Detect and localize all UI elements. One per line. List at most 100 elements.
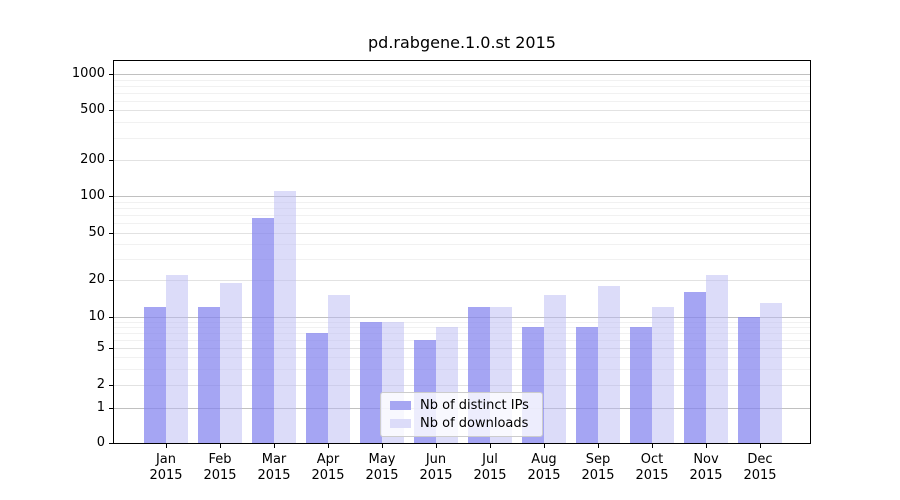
gridline-minor (114, 357, 810, 358)
bar-distinct-ips-nov (684, 291, 706, 443)
x-tick-month: Dec (747, 452, 773, 467)
x-tick-year: 2015 (635, 468, 669, 483)
x-tick-year: 2015 (419, 468, 453, 483)
x-tick-label-dec: Dec 2015 (733, 452, 787, 484)
gridline-sub (114, 110, 810, 111)
gridline-sub (114, 348, 810, 349)
legend-swatch-distinct-ips-icon (390, 400, 411, 410)
bar-downloads-apr (328, 295, 350, 443)
gridline-minor (114, 333, 810, 334)
x-tick-year: 2015 (257, 468, 291, 483)
bar-distinct-ips-mar (252, 218, 274, 443)
x-tick-label-apr: Apr 2015 (301, 452, 355, 484)
y-tick-label: 10 (88, 309, 105, 324)
x-tick-label-jul: Jul 2015 (463, 452, 517, 484)
x-tick-month: Mar (261, 452, 287, 467)
gridline-minor (114, 92, 810, 94)
y-tick-label: 1000 (71, 66, 105, 81)
x-tick-label-may: May 2015 (355, 452, 409, 484)
gridline-major (114, 317, 810, 318)
x-tick-month: May (368, 452, 396, 467)
gridline-sub (114, 160, 810, 161)
bar-distinct-ips-jan (144, 307, 166, 443)
y-tick-label: 20 (88, 272, 105, 287)
x-tick-mark (274, 444, 275, 448)
bar-downloads-sep (598, 285, 620, 443)
y-tick-label: 5 (96, 340, 105, 355)
legend-label-distinct-ips: Nb of distinct IPs (420, 397, 529, 413)
y-tick-label: 1 (96, 400, 105, 415)
y-tick-label: 2 (96, 377, 105, 392)
bar-distinct-ips-sep (576, 327, 598, 443)
x-tick-label-aug: Aug 2015 (517, 452, 571, 484)
gridline-minor (114, 201, 810, 203)
x-tick-year: 2015 (527, 468, 561, 483)
bar-downloads-feb (220, 282, 242, 443)
x-tick-month: Jun (425, 452, 447, 467)
x-tick-month: Oct (640, 452, 664, 467)
bar-distinct-ips-may (360, 321, 382, 443)
x-tick-year: 2015 (203, 468, 237, 483)
bar-distinct-ips-apr (306, 333, 328, 443)
gridline-sub (114, 385, 810, 386)
bar-downloads-oct (652, 307, 674, 443)
legend-swatch-downloads-icon (390, 419, 411, 429)
x-tick-month: Apr (316, 452, 340, 467)
gridline-minor (114, 368, 810, 370)
gridline-minor (114, 207, 810, 209)
x-tick-mark (490, 444, 491, 448)
x-tick-month: Nov (693, 452, 719, 467)
x-tick-month: Jan (155, 452, 177, 467)
legend-item-distinct-ips: Nb of distinct IPs (390, 398, 533, 413)
x-tick-label-jun: Jun 2015 (409, 452, 463, 484)
x-tick-mark (166, 444, 167, 448)
y-tick-mark (109, 408, 113, 409)
bar-distinct-ips-feb (198, 307, 220, 443)
gridline-major (114, 74, 810, 75)
gridline-minor (114, 327, 810, 328)
legend-label-downloads: Nb of downloads (420, 416, 529, 432)
y-tick-mark (109, 110, 113, 111)
x-tick-month: Jul (482, 452, 498, 467)
gridline-minor (114, 244, 810, 246)
bar-downloads-mar (274, 191, 296, 443)
gridline-minor (114, 137, 810, 139)
x-tick-year: 2015 (473, 468, 507, 483)
x-tick-month: Aug (531, 452, 557, 467)
y-tick-mark (109, 196, 113, 197)
x-tick-mark (760, 444, 761, 448)
x-tick-mark (220, 444, 221, 448)
y-tick-mark (109, 443, 113, 444)
chart-title: pd.rabgene.1.0.st 2015 (368, 33, 556, 52)
plot-area (113, 60, 811, 444)
y-tick-mark (109, 280, 113, 281)
x-tick-label-nov: Nov 2015 (679, 452, 733, 484)
y-tick-mark (109, 317, 113, 318)
x-tick-mark (328, 444, 329, 448)
gridline-minor (114, 339, 810, 341)
gridline-minor (114, 321, 810, 323)
x-tick-year: 2015 (743, 468, 777, 483)
y-tick-mark (109, 160, 113, 161)
y-tick-mark (109, 233, 113, 234)
x-tick-label-oct: Oct 2015 (625, 452, 679, 484)
x-tick-year: 2015 (365, 468, 399, 483)
bar-distinct-ips-dec (738, 317, 760, 443)
gridline-minor (114, 223, 810, 225)
bar-downloads-aug (544, 295, 566, 443)
x-tick-mark (598, 444, 599, 448)
bar-downloads-jan (166, 275, 188, 443)
x-tick-mark (544, 444, 545, 448)
x-tick-mark (436, 444, 437, 448)
gridline-minor (114, 122, 810, 124)
gridline-minor (114, 85, 810, 87)
gridline-minor (114, 259, 810, 261)
y-tick-label: 500 (80, 102, 105, 117)
y-tick-label: 200 (80, 152, 105, 167)
x-tick-mark (382, 444, 383, 448)
x-tick-mark (706, 444, 707, 448)
x-tick-mark (652, 444, 653, 448)
gridline-minor (114, 215, 810, 216)
x-tick-month: Feb (208, 452, 232, 467)
